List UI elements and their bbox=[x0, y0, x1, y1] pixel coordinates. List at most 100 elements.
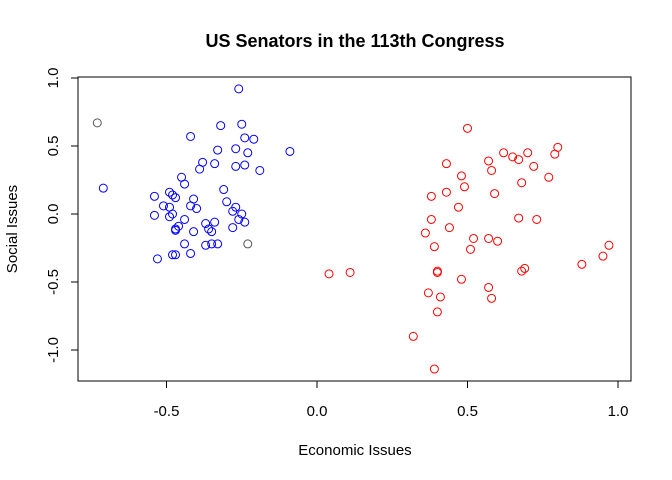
data-point bbox=[435, 292, 445, 302]
data-point bbox=[228, 223, 238, 233]
data-point bbox=[158, 201, 168, 211]
data-point bbox=[168, 209, 178, 219]
data-point bbox=[508, 152, 518, 162]
data-point bbox=[186, 248, 196, 258]
y-tick-label: -0.5 bbox=[45, 269, 62, 295]
data-point bbox=[165, 187, 175, 197]
data-point bbox=[213, 239, 223, 249]
data-point bbox=[180, 179, 190, 189]
data-point bbox=[186, 201, 196, 211]
data-point bbox=[463, 123, 472, 133]
data-point bbox=[231, 144, 241, 154]
data-point bbox=[234, 84, 244, 94]
data-point bbox=[420, 228, 430, 238]
data-point bbox=[171, 193, 181, 203]
data-point bbox=[207, 239, 217, 249]
data-point bbox=[426, 214, 436, 224]
data-point bbox=[165, 212, 175, 222]
x-tick-label: 0.5 bbox=[457, 403, 478, 420]
data-point bbox=[466, 244, 476, 254]
data-point bbox=[604, 240, 614, 250]
x-axis: -0.5 0.0 0.5 1.0 bbox=[154, 380, 629, 420]
data-point bbox=[514, 155, 524, 165]
data-point bbox=[207, 227, 217, 237]
data-point bbox=[453, 202, 463, 212]
data-point bbox=[550, 149, 560, 159]
x-tick-label: 0.0 bbox=[307, 403, 328, 420]
y-tick-label: -1.0 bbox=[45, 337, 62, 363]
data-point bbox=[92, 118, 102, 128]
data-point bbox=[285, 146, 295, 156]
data-point bbox=[484, 233, 494, 243]
x-axis-label: Economic Issues bbox=[298, 442, 411, 459]
data-point bbox=[432, 267, 442, 277]
data-point bbox=[520, 263, 530, 273]
data-point bbox=[499, 148, 509, 158]
data-point bbox=[423, 288, 433, 298]
data-point bbox=[240, 133, 250, 143]
y-tick-label: 0.0 bbox=[45, 204, 62, 225]
data-point bbox=[408, 331, 418, 341]
data-point bbox=[189, 227, 199, 237]
data-point bbox=[168, 250, 178, 260]
y-axis-label: Social Issues bbox=[4, 185, 21, 273]
x-tick-label: 1.0 bbox=[608, 403, 629, 420]
data-point bbox=[487, 293, 497, 303]
data-point bbox=[255, 165, 265, 175]
data-point bbox=[98, 183, 108, 193]
data-point bbox=[201, 219, 211, 229]
data-point bbox=[532, 214, 542, 224]
data-point bbox=[240, 217, 250, 227]
data-point bbox=[237, 119, 247, 129]
data-point bbox=[234, 214, 244, 224]
data-point bbox=[231, 161, 241, 171]
data-point bbox=[180, 214, 190, 224]
data-point bbox=[243, 239, 253, 249]
data-point bbox=[456, 171, 466, 181]
data-point bbox=[249, 134, 259, 144]
data-point bbox=[432, 307, 442, 317]
data-point bbox=[598, 251, 608, 261]
data-point bbox=[204, 224, 214, 234]
data-point bbox=[213, 145, 223, 155]
data-point bbox=[429, 242, 439, 252]
data-point bbox=[222, 197, 232, 207]
data-point bbox=[441, 187, 451, 197]
y-tick-label: 0.5 bbox=[45, 136, 62, 157]
y-tick-label: 1.0 bbox=[45, 68, 62, 89]
data-point bbox=[216, 121, 226, 131]
x-tick-label: -0.5 bbox=[154, 403, 180, 420]
data-point bbox=[171, 225, 181, 235]
data-point bbox=[345, 267, 355, 277]
data-point bbox=[243, 148, 253, 158]
data-point bbox=[240, 160, 250, 170]
data-point bbox=[469, 233, 479, 243]
data-point bbox=[484, 282, 494, 292]
data-point bbox=[228, 206, 238, 216]
chart-title: US Senators in the 113th Congress bbox=[205, 31, 504, 51]
data-point bbox=[210, 159, 220, 169]
data-point bbox=[429, 364, 439, 374]
data-point bbox=[180, 239, 190, 249]
data-point bbox=[459, 182, 469, 192]
data-point bbox=[171, 250, 181, 260]
data-points bbox=[92, 84, 614, 374]
plot-frame bbox=[77, 76, 632, 382]
y-axis: -1.0 -0.5 0.0 0.5 1.0 bbox=[45, 68, 79, 363]
data-point bbox=[517, 178, 527, 188]
data-point bbox=[324, 269, 334, 279]
data-point bbox=[426, 191, 436, 201]
data-point bbox=[456, 274, 466, 284]
data-point bbox=[201, 240, 211, 250]
data-point bbox=[514, 213, 524, 223]
data-point bbox=[192, 204, 202, 214]
data-point bbox=[168, 190, 178, 200]
data-point bbox=[529, 161, 539, 171]
data-point bbox=[517, 266, 527, 276]
data-point bbox=[210, 217, 220, 227]
data-point bbox=[444, 223, 454, 233]
data-point bbox=[441, 159, 451, 169]
data-point bbox=[186, 131, 196, 141]
data-point bbox=[484, 156, 494, 166]
